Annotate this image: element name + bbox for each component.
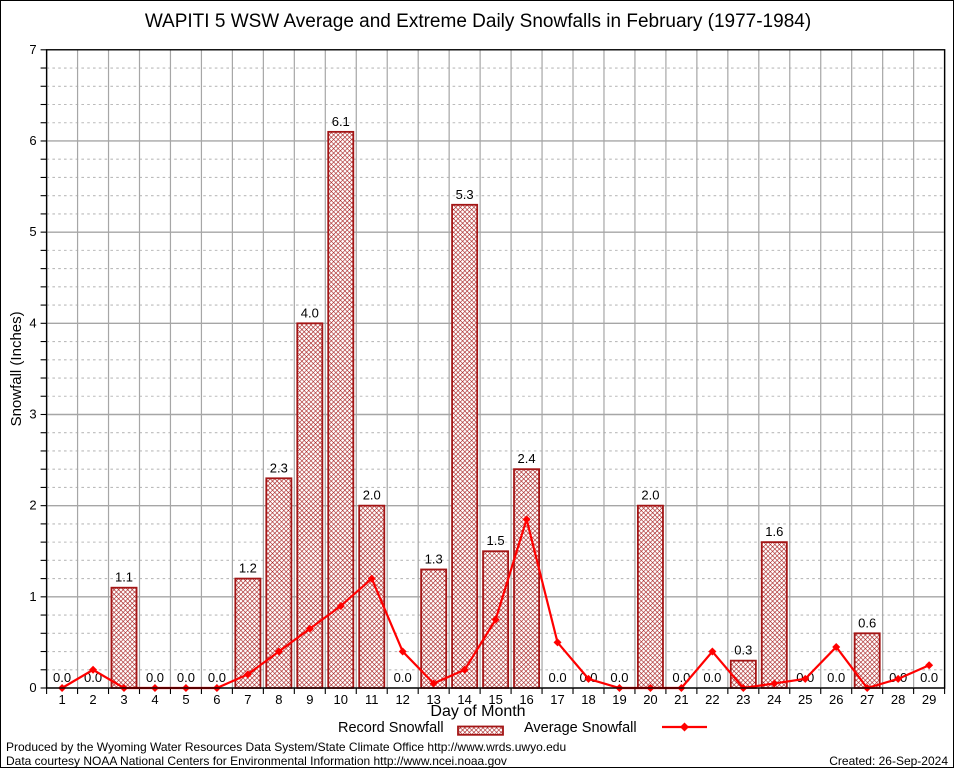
svg-text:0.0: 0.0: [548, 670, 566, 685]
svg-text:0.0: 0.0: [703, 670, 721, 685]
svg-text:0.0: 0.0: [610, 670, 628, 685]
svg-text:1.3: 1.3: [425, 551, 443, 566]
svg-text:1.6: 1.6: [765, 524, 783, 539]
svg-text:0.6: 0.6: [858, 615, 876, 630]
svg-text:2.3: 2.3: [270, 460, 288, 475]
svg-text:0.0: 0.0: [208, 670, 226, 685]
svg-text:0.0: 0.0: [827, 670, 845, 685]
svg-text:0: 0: [29, 680, 36, 695]
svg-text:0.0: 0.0: [53, 670, 71, 685]
svg-text:0.3: 0.3: [734, 643, 752, 658]
svg-text:7: 7: [29, 42, 36, 57]
svg-text:2.0: 2.0: [363, 488, 381, 503]
svg-text:0.0: 0.0: [177, 670, 195, 685]
svg-text:4.0: 4.0: [301, 305, 319, 320]
svg-text:0.0: 0.0: [394, 670, 412, 685]
svg-text:0.0: 0.0: [146, 670, 164, 685]
svg-text:2.0: 2.0: [641, 488, 659, 503]
svg-text:6: 6: [29, 133, 36, 148]
svg-text:1.2: 1.2: [239, 561, 257, 576]
svg-text:2.4: 2.4: [518, 451, 536, 466]
svg-text:2: 2: [29, 498, 36, 513]
svg-text:4: 4: [29, 315, 36, 330]
svg-text:1: 1: [29, 589, 36, 604]
svg-text:0.0: 0.0: [672, 670, 690, 685]
svg-text:0.0: 0.0: [920, 670, 938, 685]
svg-text:5: 5: [29, 224, 36, 239]
svg-text:Average Snowfall: Average Snowfall: [524, 720, 637, 736]
svg-text:3: 3: [29, 406, 36, 421]
svg-text:Record Snowfall: Record Snowfall: [338, 720, 444, 736]
svg-text:5.3: 5.3: [456, 187, 474, 202]
svg-text:1.5: 1.5: [487, 533, 505, 548]
svg-text:6.1: 6.1: [332, 114, 350, 129]
svg-text:1.1: 1.1: [115, 570, 133, 585]
svg-text:Snowfall (Inches): Snowfall (Inches): [8, 311, 25, 426]
